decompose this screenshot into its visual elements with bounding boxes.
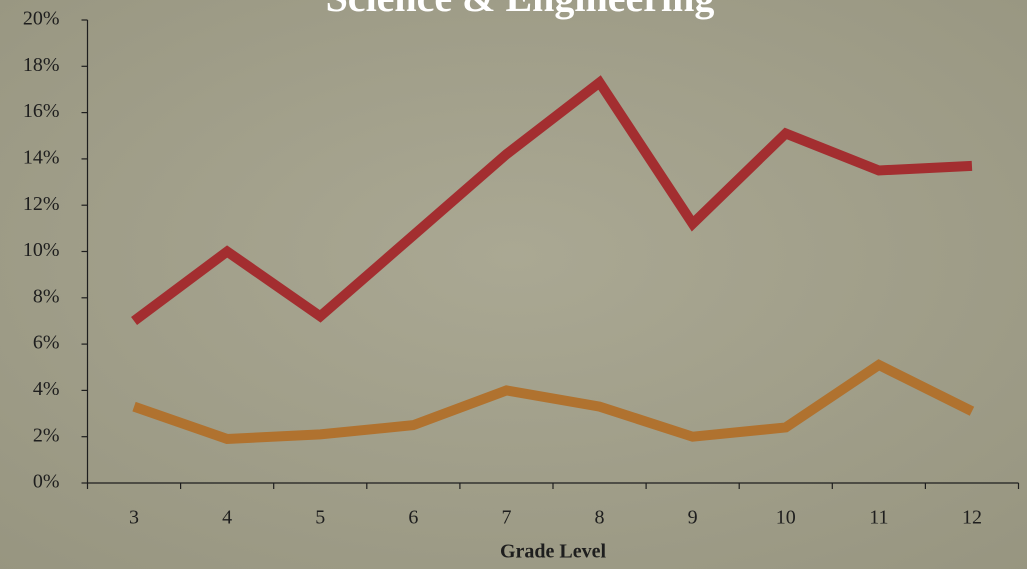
x-tick-label: 7 [501, 507, 511, 529]
y-tick-label: 14% [23, 146, 60, 168]
y-tick-label: 16% [23, 100, 60, 122]
y-tick-label: 12% [23, 193, 60, 215]
x-tick-label: 5 [315, 507, 325, 529]
series-line [132, 359, 975, 445]
y-tick-label: 4% [33, 378, 60, 400]
x-tick-label: 11 [869, 507, 888, 529]
y-tick-label: 20% [23, 8, 60, 30]
y-tick-label: 2% [33, 424, 60, 446]
x-tick-label: 6 [408, 507, 418, 529]
y-tick-label: 6% [33, 332, 60, 354]
y-tick-label: 18% [23, 54, 60, 76]
series-line [131, 75, 973, 325]
x-tick-label: 4 [222, 507, 232, 529]
x-tick-label: 9 [688, 507, 698, 529]
x-tick-label: 10 [776, 507, 796, 529]
x-tick-label: 8 [595, 507, 605, 529]
y-tick-label: 10% [23, 239, 60, 261]
x-axis-label: Grade Level [500, 541, 607, 563]
y-tick-label: 8% [33, 285, 60, 307]
x-tick-label: 3 [129, 507, 139, 529]
y-tick-label: 0% [33, 471, 60, 493]
chart-title: Science & Engineering [326, 0, 715, 20]
x-tick-label: 12 [962, 507, 982, 529]
